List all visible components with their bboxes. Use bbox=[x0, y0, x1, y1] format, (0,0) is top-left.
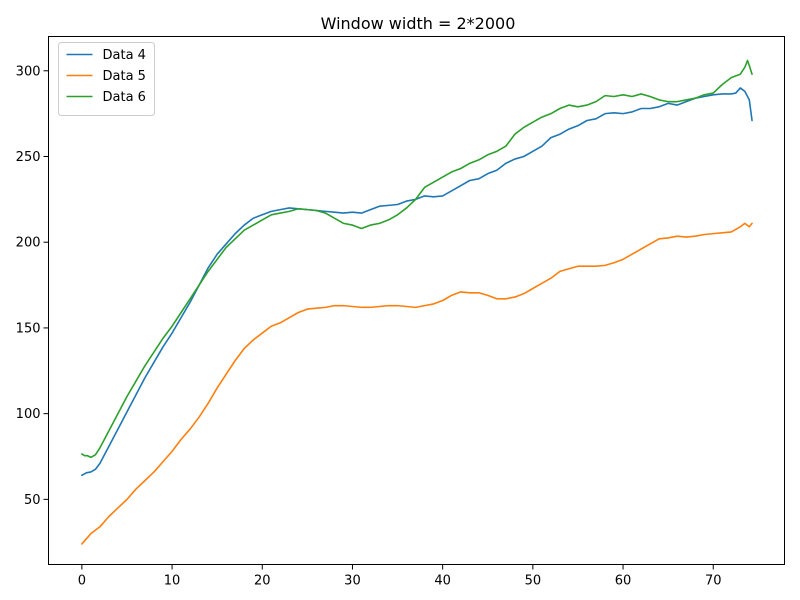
y-tick-label: 50 bbox=[24, 493, 41, 508]
series-layer bbox=[81, 59, 753, 545]
legend-label-3: Data 6 bbox=[103, 90, 146, 105]
y-tick-label: 250 bbox=[16, 150, 41, 165]
x-tick-label: 70 bbox=[705, 574, 722, 589]
y-tick-label: 200 bbox=[16, 236, 41, 251]
legend: Data 4 Data 5 Data 6 bbox=[58, 42, 155, 116]
legend-label-2: Data 5 bbox=[103, 69, 146, 84]
x-axis-ticks: 0 10 20 30 40 50 60 70 bbox=[78, 564, 722, 589]
series-line-1 bbox=[81, 87, 753, 477]
x-tick-label: 50 bbox=[525, 574, 542, 589]
series-line-2 bbox=[81, 222, 753, 545]
x-tick-label: 10 bbox=[164, 574, 181, 589]
plot-frame bbox=[48, 36, 785, 565]
legend-label-1: Data 4 bbox=[103, 48, 146, 63]
x-tick-label: 60 bbox=[615, 574, 632, 589]
x-tick-label: 30 bbox=[344, 574, 361, 589]
y-tick-label: 300 bbox=[16, 64, 41, 79]
y-tick-label: 100 bbox=[16, 407, 41, 422]
series-line-3 bbox=[81, 59, 753, 459]
y-axis-ticks: 50 100 150 200 250 300 bbox=[16, 64, 49, 508]
chart-title: Window width = 2*2000 bbox=[321, 14, 516, 33]
x-tick-label: 40 bbox=[434, 574, 451, 589]
y-tick-label: 150 bbox=[16, 321, 41, 336]
x-tick-label: 20 bbox=[254, 574, 271, 589]
x-tick-label: 0 bbox=[78, 574, 86, 589]
